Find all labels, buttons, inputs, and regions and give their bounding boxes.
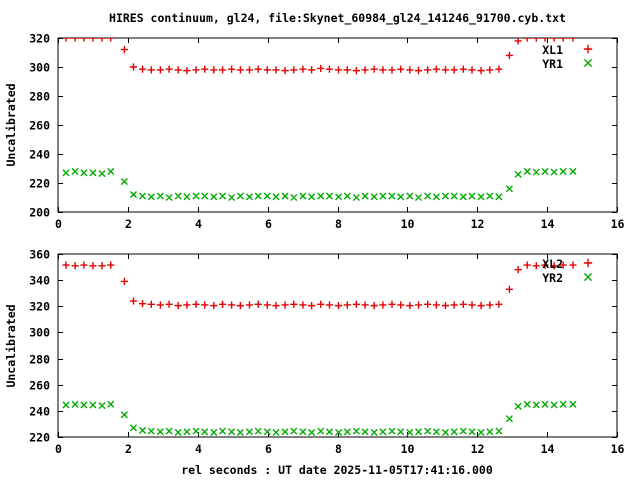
svg-text:260: 260 [29,379,50,393]
svg-text:6: 6 [265,217,272,231]
svg-text:340: 340 [29,274,50,288]
svg-text:8: 8 [335,217,342,231]
svg-text:280: 280 [29,353,50,367]
svg-text:14: 14 [541,217,555,231]
svg-text:4: 4 [195,442,202,456]
svg-text:200: 200 [29,206,50,220]
svg-text:300: 300 [29,326,50,340]
svg-text:220: 220 [29,177,50,191]
svg-text:280: 280 [29,90,50,104]
svg-text:6: 6 [265,442,272,456]
svg-text:0: 0 [55,217,62,231]
svg-text:10: 10 [401,217,415,231]
svg-text:10: 10 [401,442,415,456]
legend-label-yr2: YR2 [542,271,563,285]
svg-text:360: 360 [29,248,50,262]
svg-text:260: 260 [29,119,50,133]
chart-title: HIRES continuum, gl24, file:Skynet_60984… [109,11,566,25]
svg-text:2: 2 [125,217,132,231]
svg-text:320: 320 [29,32,50,46]
legend-label-xl1: XL1 [542,43,563,57]
legend-label-yr1: YR1 [542,57,563,71]
svg-text:320: 320 [29,300,50,314]
svg-text:240: 240 [29,405,50,419]
svg-text:12: 12 [471,442,485,456]
svg-text:8: 8 [335,442,342,456]
svg-text:14: 14 [541,442,555,456]
x-axis-label: rel seconds : UT date 2025-11-05T17:41:1… [181,463,493,477]
svg-text:0: 0 [55,442,62,456]
svg-text:240: 240 [29,148,50,162]
svg-text:16: 16 [611,442,625,456]
legend-label-xl2: XL2 [542,257,563,271]
svg-text:300: 300 [29,61,50,75]
svg-text:2: 2 [125,442,132,456]
svg-text:220: 220 [29,431,50,445]
svg-text:4: 4 [195,217,202,231]
svg-text:12: 12 [471,217,485,231]
svg-text:16: 16 [611,217,625,231]
